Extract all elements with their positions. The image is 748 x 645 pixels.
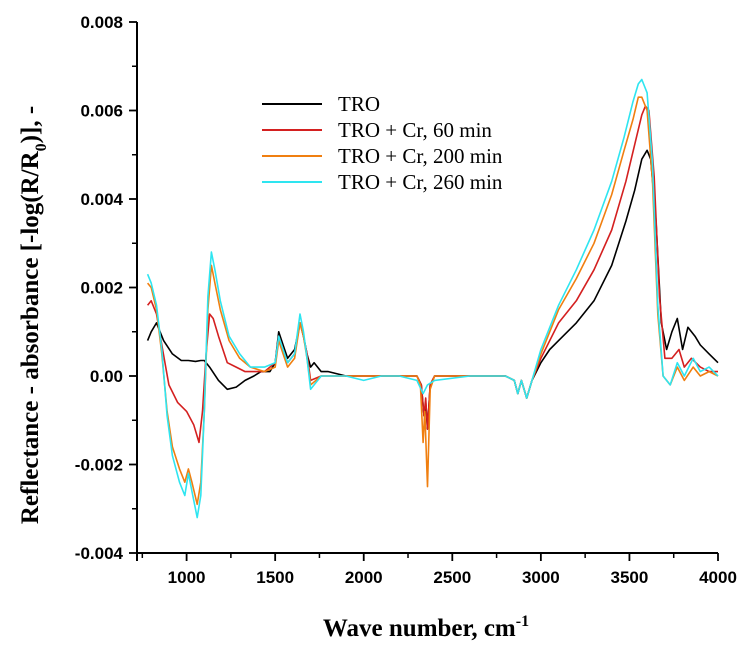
y-axis-title-main: Reflectance - absorbance [-log(R/R	[17, 150, 44, 524]
y-tick-label: 0.008	[80, 13, 123, 32]
x-tick-label: 3500	[611, 568, 649, 587]
legend-label-2: TRO + Cr, 60 min	[338, 118, 492, 142]
x-tick-label: 3000	[522, 568, 560, 587]
series-line-4	[146, 78, 719, 519]
x-tick-label: 2000	[345, 568, 383, 587]
y-axis-title-subscript: 0	[33, 143, 50, 151]
y-tick-label: 0.006	[80, 102, 123, 121]
legend-label-1: TRO	[338, 92, 380, 116]
y-tick-label: -0.002	[75, 456, 123, 475]
y-tick-label: 0.004	[80, 190, 123, 209]
y-axis-ticks: -0.004 -0.002 0.00 0.002 0.004 0.006 0.008	[75, 13, 137, 563]
x-axis-title: Wave number, cm-1	[323, 613, 529, 642]
x-tick-label: 2500	[433, 568, 471, 587]
y-axis-title: Reflectance - absorbance [-log(R/R0)], -	[17, 106, 50, 524]
y-tick-label: -0.004	[75, 544, 124, 563]
x-axis-title-superscript: -1	[516, 613, 529, 630]
x-axis-title-main: Wave number, cm	[323, 615, 516, 642]
series-layer	[146, 78, 719, 519]
x-tick-label: 4000	[699, 568, 737, 587]
y-tick-label: 0.00	[90, 367, 123, 386]
x-axis-ticks: 1000 1500 2000 2500 3000 3500 4000	[141, 553, 737, 587]
x-tick-label: 1000	[168, 568, 206, 587]
x-tick-label: 1500	[256, 568, 294, 587]
y-axis-title-end: )], -	[17, 106, 44, 143]
legend-label-3: TRO + Cr, 200 min	[338, 144, 503, 168]
legend-label-4: TRO + Cr, 260 min	[338, 170, 503, 194]
y-tick-label: 0.002	[80, 279, 123, 298]
